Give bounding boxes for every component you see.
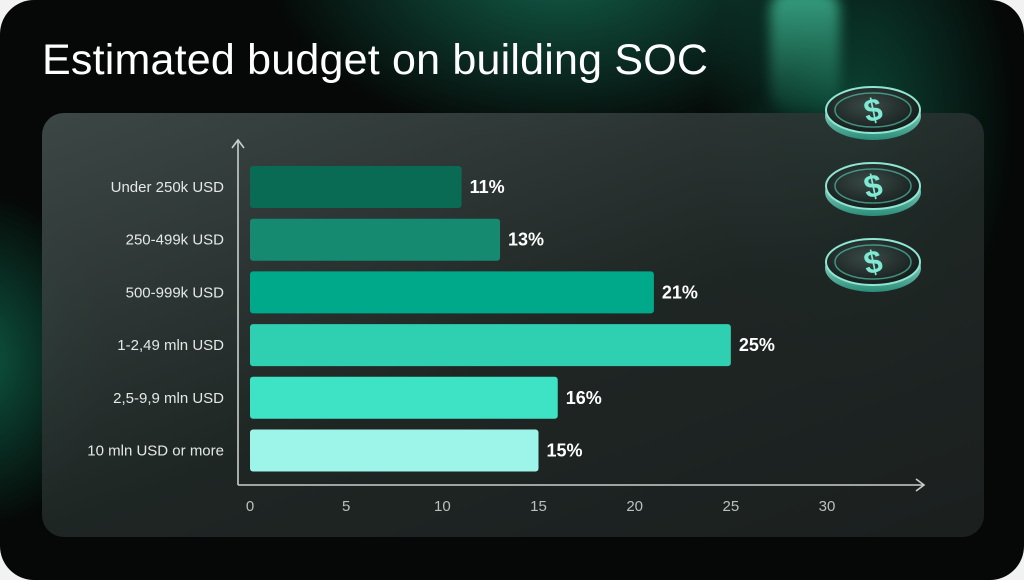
chart-labels: Under 250k USD 11% 250-499k USD 13% 500-999k… <box>87 177 775 461</box>
x-tick-label: 30 <box>819 498 836 515</box>
bar <box>250 218 501 261</box>
x-tick-label: 10 <box>434 498 451 515</box>
dollar-coin-icon: $ <box>825 162 921 216</box>
category-label: Under 250k USD <box>111 179 225 196</box>
bar <box>250 376 558 419</box>
y-axis-arrow <box>231 138 245 149</box>
bar <box>250 429 539 472</box>
x-tick-label: 5 <box>342 498 350 515</box>
chart-axes: 0 5 10 15 20 25 30 <box>231 138 926 515</box>
category-label: 2,5-9,9 mln USD <box>113 390 224 407</box>
chart-bars <box>250 166 731 472</box>
category-label: 1-2,49 mln USD <box>117 337 224 354</box>
light-streak <box>770 0 840 110</box>
page-title: Estimated budget on building SOC <box>42 36 709 84</box>
data-label: 25% <box>739 335 775 355</box>
x-axis-arrow <box>915 478 926 492</box>
x-tick-label: 25 <box>722 498 739 515</box>
dollar-coin-icon: $ <box>825 238 921 292</box>
x-tick-label: 20 <box>626 498 643 515</box>
dollar-coin-icon: $ <box>825 86 921 140</box>
data-label: 15% <box>547 441 583 461</box>
data-label: 11% <box>470 177 505 197</box>
category-label: 250-499k USD <box>126 232 225 249</box>
data-label: 16% <box>566 388 602 408</box>
data-label: 13% <box>508 230 544 250</box>
bar <box>250 166 462 208</box>
category-label: 500-999k USD <box>126 284 225 301</box>
bar <box>250 324 731 367</box>
data-label: 21% <box>662 282 698 302</box>
category-label: 10 mln USD or more <box>87 443 224 460</box>
bar <box>250 271 654 314</box>
x-tick-label: 15 <box>530 498 547 515</box>
x-tick-label: 0 <box>246 498 254 515</box>
